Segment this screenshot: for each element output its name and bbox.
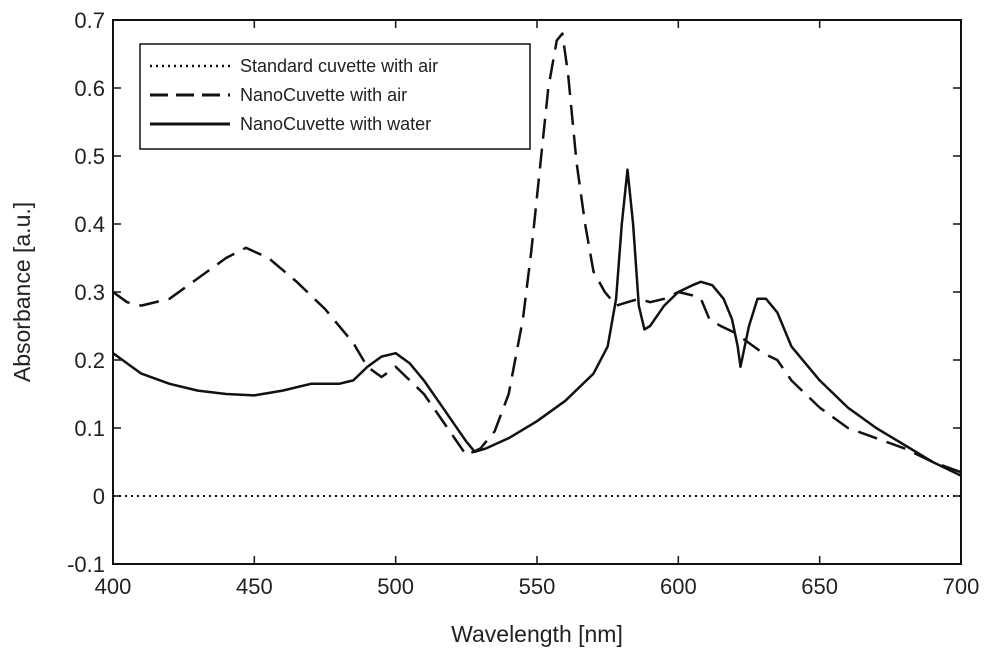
- y-tick-label: 0.6: [74, 76, 105, 101]
- y-axis-label: Absorbance [a.u.]: [9, 202, 35, 382]
- legend-label-2: NanoCuvette with air: [240, 85, 407, 105]
- y-tick-label: -0.1: [67, 552, 105, 577]
- x-tick-label: 700: [943, 574, 980, 599]
- x-axis-label: Wavelength [nm]: [451, 621, 623, 647]
- legend: Standard cuvette with air NanoCuvette wit…: [139, 43, 531, 150]
- x-tick-label: 400: [95, 574, 132, 599]
- legend-label-1: Standard cuvette with air: [240, 56, 438, 76]
- y-tick-label: 0.4: [74, 212, 105, 237]
- legend-label-3: NanoCuvette with water: [240, 114, 431, 134]
- x-tick-label: 550: [519, 574, 556, 599]
- axis-ticks: 400 450 500 550 600 650 700 -0.1 0 0.1 0.2 0.3 0.4 0.…: [67, 8, 979, 599]
- x-tick-label: 450: [236, 574, 273, 599]
- y-tick-label: 0.1: [74, 416, 105, 441]
- y-tick-label: 0.7: [74, 8, 105, 33]
- x-tick-label: 500: [377, 574, 414, 599]
- series-line-3: [112, 168, 962, 477]
- y-tick-label: 0.2: [74, 348, 105, 373]
- y-tick-label: 0.5: [74, 144, 105, 169]
- plot-content: [112, 32, 962, 497]
- y-tick-label: 0.3: [74, 280, 105, 305]
- series-line-2: [112, 32, 962, 474]
- y-tick-label: 0: [93, 484, 105, 509]
- x-tick-label: 600: [660, 574, 697, 599]
- x-tick-label: 650: [801, 574, 838, 599]
